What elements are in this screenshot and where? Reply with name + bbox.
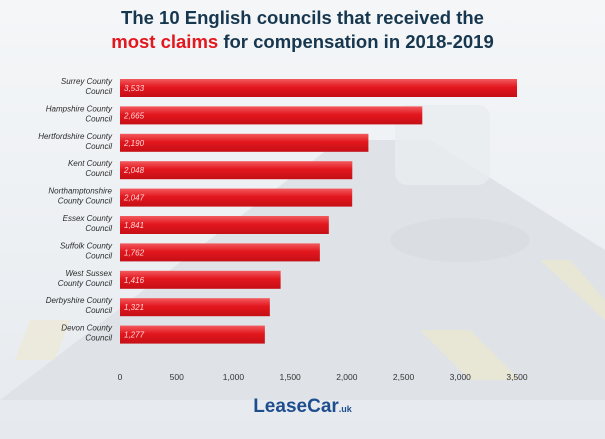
x-tick-label: 500 <box>170 372 184 382</box>
category-label: Council <box>85 306 112 315</box>
category-label: Essex County <box>63 214 113 223</box>
category-label: County Council <box>58 197 112 206</box>
bar <box>120 161 353 180</box>
bar-value-label: 1,841 <box>124 221 144 230</box>
road-marking <box>540 260 605 320</box>
bar-value-label: 3,533 <box>124 84 145 93</box>
bar <box>120 243 320 262</box>
category-label: Hampshire County <box>46 104 113 113</box>
category-label: Devon County <box>61 324 113 333</box>
bar-value-label: 2,190 <box>123 139 145 148</box>
logo-text-c: Car <box>307 396 339 417</box>
chart-title: The 10 English councils that received th… <box>0 6 605 54</box>
bar <box>120 298 270 317</box>
category-label: Council <box>85 251 112 260</box>
x-tick-label: 1,000 <box>223 372 245 382</box>
category-label: West Sussex <box>65 269 113 278</box>
category-label: Kent County <box>68 159 113 168</box>
bars: 3,533 2,665 2,190 2,048 2,047 1,841 1,762 1,416… <box>120 79 517 344</box>
title-line-1: The 10 English councils that received th… <box>121 7 484 28</box>
road-marking <box>420 330 520 380</box>
logo-tld: .uk <box>338 404 352 414</box>
x-axis: 0 500 1,000 1,500 2,000 2,500 3,000 3,500 <box>118 372 528 382</box>
bar-value-label: 1,762 <box>124 248 145 257</box>
x-tick-label: 1,500 <box>280 372 302 382</box>
title-line-2: most claims for compensation in 2018-201… <box>0 30 605 54</box>
category-label: Council <box>85 114 112 123</box>
bar <box>120 133 369 152</box>
bar <box>120 325 265 344</box>
category-label: Council <box>85 87 112 96</box>
category-label: Suffolk County <box>60 241 113 250</box>
category-label: Council <box>85 169 112 178</box>
x-tick-label: 3,500 <box>506 372 528 382</box>
x-tick-label: 2,000 <box>336 372 358 382</box>
category-label: Surrey County <box>61 77 113 86</box>
category-label: Council <box>85 334 112 343</box>
bar <box>120 79 517 97</box>
category-label: Derbyshire County <box>46 296 113 305</box>
x-tick-label: 2,500 <box>393 372 415 382</box>
category-label: Council <box>85 224 112 233</box>
title-rest: for compensation in 2018-2019 <box>223 31 494 52</box>
bar <box>120 106 423 125</box>
car-silhouette <box>395 105 490 185</box>
road-marking <box>15 320 70 360</box>
category-label: Council <box>85 142 112 151</box>
x-tick-label: 3,000 <box>450 372 472 382</box>
bar-value-label: 2,665 <box>123 111 145 120</box>
bar-value-label: 1,416 <box>124 276 145 285</box>
bar-value-label: 2,048 <box>123 166 145 175</box>
logo-text-a: Lea <box>253 396 286 417</box>
logo-text-b: se <box>285 396 308 417</box>
x-tick-label: 0 <box>118 372 123 382</box>
bar <box>120 188 353 207</box>
category-label: Northamptonshire <box>48 187 112 196</box>
bar <box>120 270 281 289</box>
bar <box>120 216 329 234</box>
category-label: Hertfordshire County <box>38 132 113 141</box>
bar-value-label: 1,277 <box>124 331 145 340</box>
bar-value-label: 2,047 <box>123 194 145 203</box>
title-accent: most claims <box>111 31 219 52</box>
pothole-shape <box>390 218 530 262</box>
bar-value-label: 1,321 <box>124 303 144 312</box>
leasecar-logo: LeaseCar.uk <box>0 396 605 418</box>
category-label: County Council <box>58 279 112 288</box>
